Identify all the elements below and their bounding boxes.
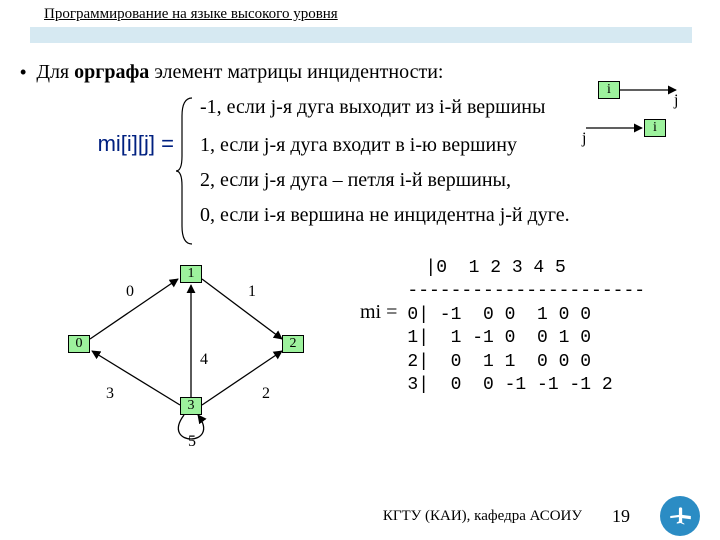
intro-suffix: элемент матрицы инцидентности: (149, 61, 443, 83)
top-right-diagram: i i j j (580, 78, 690, 148)
case-val: 2, (200, 169, 215, 191)
graph-pane: 1 0 2 3 0 1 3 4 2 5 (50, 257, 340, 457)
edge-label: 3 (106, 385, 114, 403)
case-rhs: 2, если j-я дуга – петля i-й вершины, (180, 169, 511, 192)
case-text: если j-я дуга входит в i-ю вершину (220, 134, 517, 156)
footer-badge (660, 496, 700, 536)
intro-text: Для орграфа элемент матрицы инцидентност… (36, 61, 443, 84)
lhs-expr: mi[i][j] = (20, 131, 180, 157)
graph-node: 1 (180, 265, 202, 283)
footer: КГТУ (КАИ), кафедра АСОИУ 19 (0, 498, 720, 534)
matrix-row: 3| 0 0 -1 -1 -1 2 (407, 375, 612, 395)
edge-label: 1 (248, 283, 256, 301)
diagram-node-i: i (644, 119, 666, 137)
graph-node: 2 (282, 335, 304, 353)
matrix-text: |0 1 2 3 4 5 ---------------------- 0| -… (407, 257, 645, 397)
matrix-header: |0 1 2 3 4 5 (407, 258, 565, 278)
edge-label: 2 (262, 385, 270, 403)
matrix-pane: mi = |0 1 2 3 4 5 ----------------------… (340, 257, 700, 457)
case-rhs: 0, если i-я вершина не инцидентна j-й ду… (180, 204, 570, 227)
diagrams-row: 1 0 2 3 0 1 3 4 2 5 mi = |0 1 2 3 4 5 --… (20, 257, 700, 457)
case-row: 2, если j-я дуга – петля i-й вершины, (20, 169, 700, 192)
footer-dept: КГТУ (КАИ), кафедра АСОИУ (383, 508, 582, 525)
matrix-divider: ---------------------- (407, 281, 645, 301)
case-text: если j-я дуга выходит из i-й вершины (227, 96, 546, 118)
diagram-label-j: j (582, 130, 586, 148)
footer-page: 19 (612, 506, 630, 527)
case-text: если j-я дуга – петля i-й вершины, (220, 169, 511, 191)
graph-node: 0 (68, 335, 90, 353)
edge-label: 5 (188, 433, 196, 451)
bullet-icon: • (20, 62, 26, 83)
graph-node: 3 (180, 397, 202, 415)
case-row: 0, если i-я вершина не инцидентна j-й ду… (20, 204, 700, 227)
diagram-node-i: i (598, 81, 620, 99)
matrix-row: 1| 1 -1 0 0 1 0 (407, 328, 591, 348)
case-rhs: 1, если j-я дуга входит в i-ю вершину (180, 134, 517, 157)
matrix-row: 0| -1 0 0 1 0 0 (407, 305, 591, 325)
matrix-row: 2| 0 1 1 0 0 0 (407, 352, 591, 372)
page-header: Программирование на языке высокого уровн… (0, 0, 720, 27)
matrix-label: mi = (360, 301, 397, 324)
case-val: -1, (200, 96, 222, 118)
case-val: 1, (200, 134, 215, 156)
edge-label: 4 (200, 351, 208, 369)
intro-prefix: Для (36, 61, 74, 83)
diagram-label-j: j (674, 92, 678, 110)
case-val: 0, (200, 204, 215, 226)
graph-edges (50, 257, 340, 457)
case-text: если i-я вершина не инцидентна j-й дуге. (220, 204, 570, 226)
intro-bold: орграфа (74, 61, 149, 83)
airplane-icon (667, 503, 693, 529)
edge-label: 0 (126, 283, 134, 301)
header-band (30, 27, 692, 43)
case-rhs: -1, если j-я дуга выходит из i-й вершины (180, 96, 545, 119)
